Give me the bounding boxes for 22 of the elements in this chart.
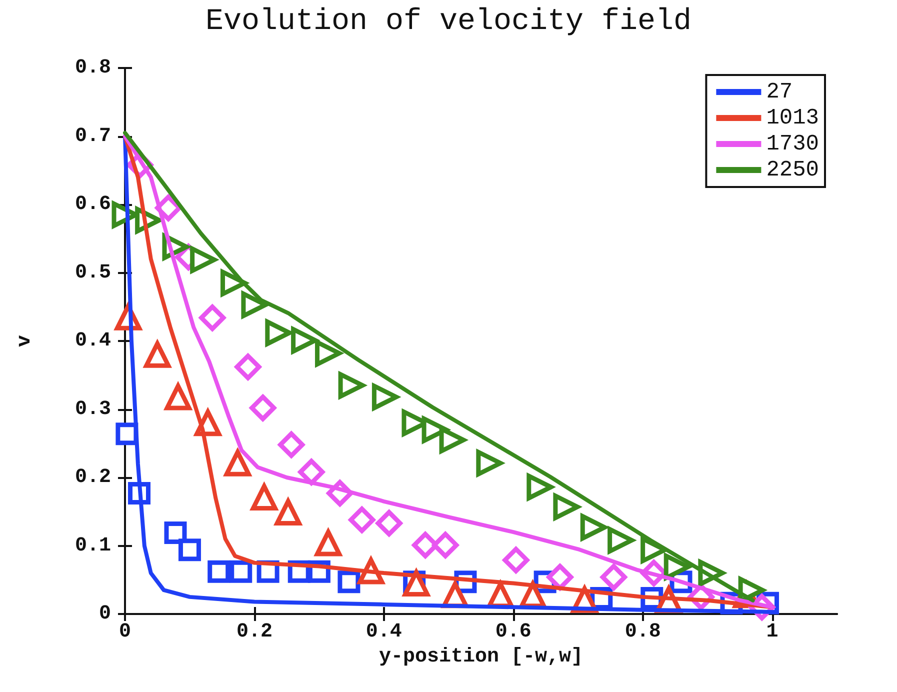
- x-tick-label: 0.2: [236, 620, 272, 644]
- y-tick-label: 0.8: [74, 56, 111, 80]
- y-tick-label: 0.5: [74, 261, 111, 284]
- x-tick-label: 0.4: [366, 620, 402, 644]
- y-tick-label: 0.7: [74, 124, 111, 148]
- chart-title: Evolution of velocity field: [205, 5, 692, 39]
- y-tick-label: 0: [98, 602, 111, 626]
- x-tick-label: 1: [766, 620, 778, 644]
- legend-label: 1730: [766, 132, 820, 156]
- y-tick-label: 0.2: [74, 466, 111, 489]
- legend-label: 27: [766, 80, 793, 104]
- y-tick-label: 0.3: [74, 398, 111, 421]
- y-axis-title: v: [14, 334, 36, 348]
- y-tick-label: 0.4: [74, 330, 111, 352]
- y-tick-label: 0.6: [74, 193, 111, 216]
- x-axis-title: y-position [-w,w]: [378, 645, 584, 668]
- x-tick-label: 0.6: [495, 620, 532, 644]
- y-tick-label: 0.1: [74, 534, 111, 558]
- legend-label: 1013: [766, 106, 820, 130]
- x-tick-label: 0.8: [624, 620, 661, 644]
- legend-label: 2250: [766, 158, 820, 182]
- x-tick-label: 0: [118, 620, 132, 644]
